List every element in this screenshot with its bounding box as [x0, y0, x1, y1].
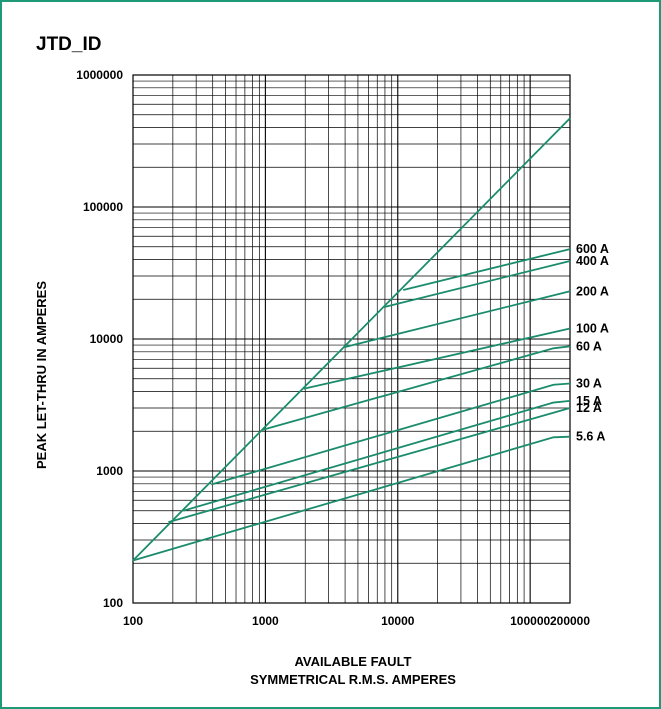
x-tick-label: 100: [123, 614, 143, 628]
y-tick-label: 1000000: [76, 68, 123, 82]
series-line: [262, 345, 571, 431]
series-line: [183, 399, 571, 512]
series-line: [344, 290, 571, 348]
series-label: 60 A: [576, 339, 602, 353]
series-line: [210, 382, 571, 486]
series-label: 5.6 A: [576, 430, 605, 444]
tick-labels: 100 1000 10000 100000 2000001001000100001000…: [76, 68, 590, 628]
series-lines: [132, 117, 571, 562]
y-tick-label: 10000: [90, 332, 124, 346]
series-line: [384, 260, 571, 308]
y-tick-label: 100000: [83, 200, 123, 214]
x-axis-label-line-1: AVAILABLE FAULT: [295, 654, 412, 669]
y-tick-label: 1000: [96, 464, 123, 478]
series-line: [403, 248, 571, 291]
x-tick-label: 10000: [381, 614, 415, 628]
series-label: 15 A: [576, 394, 602, 408]
reference-line: [132, 117, 571, 562]
series-label: 30 A: [576, 377, 602, 391]
series-label: 200 A: [576, 284, 609, 298]
x-tick-label: 100000: [510, 614, 550, 628]
series-line: [303, 327, 571, 390]
series-label: 12 A: [576, 401, 602, 415]
series-label: 400 A: [576, 254, 609, 268]
chart-title: JTD_ID: [36, 34, 102, 55]
series-label: 100 A: [576, 322, 609, 336]
x-axis-label-line-2: SYMMETRICAL R.M.S. AMPERES: [250, 672, 456, 687]
series-line: [168, 407, 571, 523]
y-axis-label: PEAK LET-THRU IN AMPERES: [34, 281, 49, 469]
series-line: [132, 435, 571, 562]
x-tick-label: 200000: [550, 614, 590, 628]
y-tick-label: 100: [103, 596, 123, 610]
x-tick-label: 1000: [252, 614, 279, 628]
series-label: 600 A: [576, 242, 609, 256]
plot-border: [132, 74, 571, 604]
